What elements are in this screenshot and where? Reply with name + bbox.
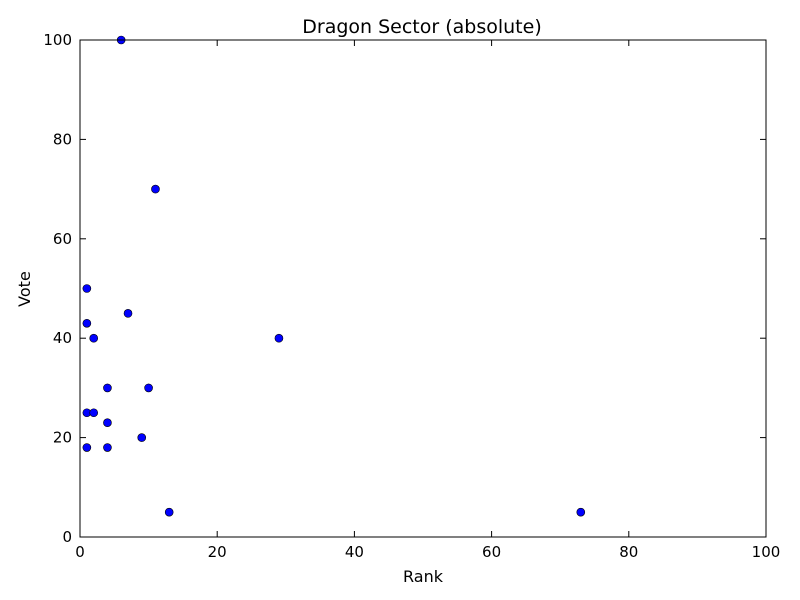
ticks-layer: 0 20 40 60 80 100 0 20 40 60 80 100 (43, 31, 780, 561)
y-tick-label: 80 (53, 130, 72, 148)
data-point (144, 383, 153, 393)
x-tick-label: 60 (482, 543, 501, 561)
data-point (89, 408, 99, 418)
data-point (103, 443, 112, 452)
data-point (82, 284, 92, 293)
data-point (82, 318, 92, 328)
y-tick-label: 0 (62, 528, 72, 546)
x-axis-label: Rank (403, 567, 444, 586)
data-point (123, 309, 133, 318)
x-tick-label: 0 (75, 543, 85, 561)
plot-frame (79, 39, 767, 538)
data-point (82, 443, 92, 452)
x-tick-label: 100 (752, 543, 781, 561)
data-point (103, 383, 112, 393)
x-tick-label: 80 (619, 543, 638, 561)
data-point (164, 507, 174, 517)
data-point (576, 507, 586, 517)
data-point (103, 418, 112, 427)
y-tick-label: 100 (43, 31, 72, 49)
chart-title: Dragon Sector (absolute) (302, 16, 542, 38)
data-point (137, 433, 147, 442)
y-tick-label: 60 (53, 230, 72, 248)
y-tick-label: 40 (53, 329, 72, 347)
points-layer (82, 35, 586, 517)
y-axis-label: Vote (15, 271, 34, 307)
data-point (151, 184, 160, 194)
x-tick-label: 40 (345, 543, 364, 561)
x-tick-label: 20 (208, 543, 227, 561)
data-point (89, 333, 99, 343)
data-point (274, 333, 284, 343)
y-tick-label: 20 (53, 429, 72, 447)
